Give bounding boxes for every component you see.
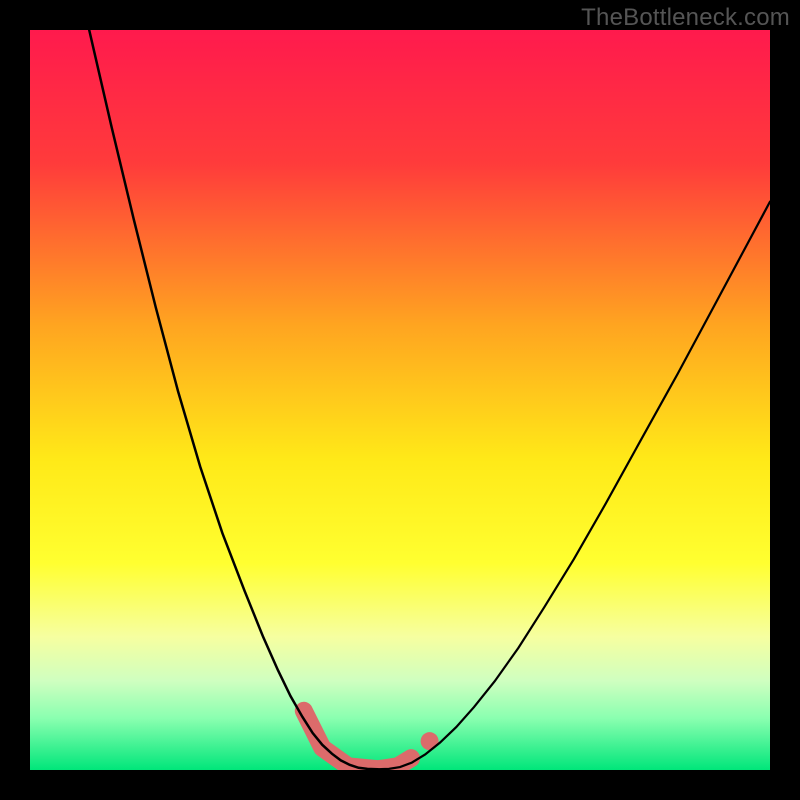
chart-container: TheBottleneck.com <box>0 0 800 800</box>
plot-background <box>30 30 770 770</box>
watermark-text: TheBottleneck.com <box>581 4 790 32</box>
bottleneck-marker-dot <box>421 732 439 750</box>
bottleneck-chart <box>0 0 800 800</box>
